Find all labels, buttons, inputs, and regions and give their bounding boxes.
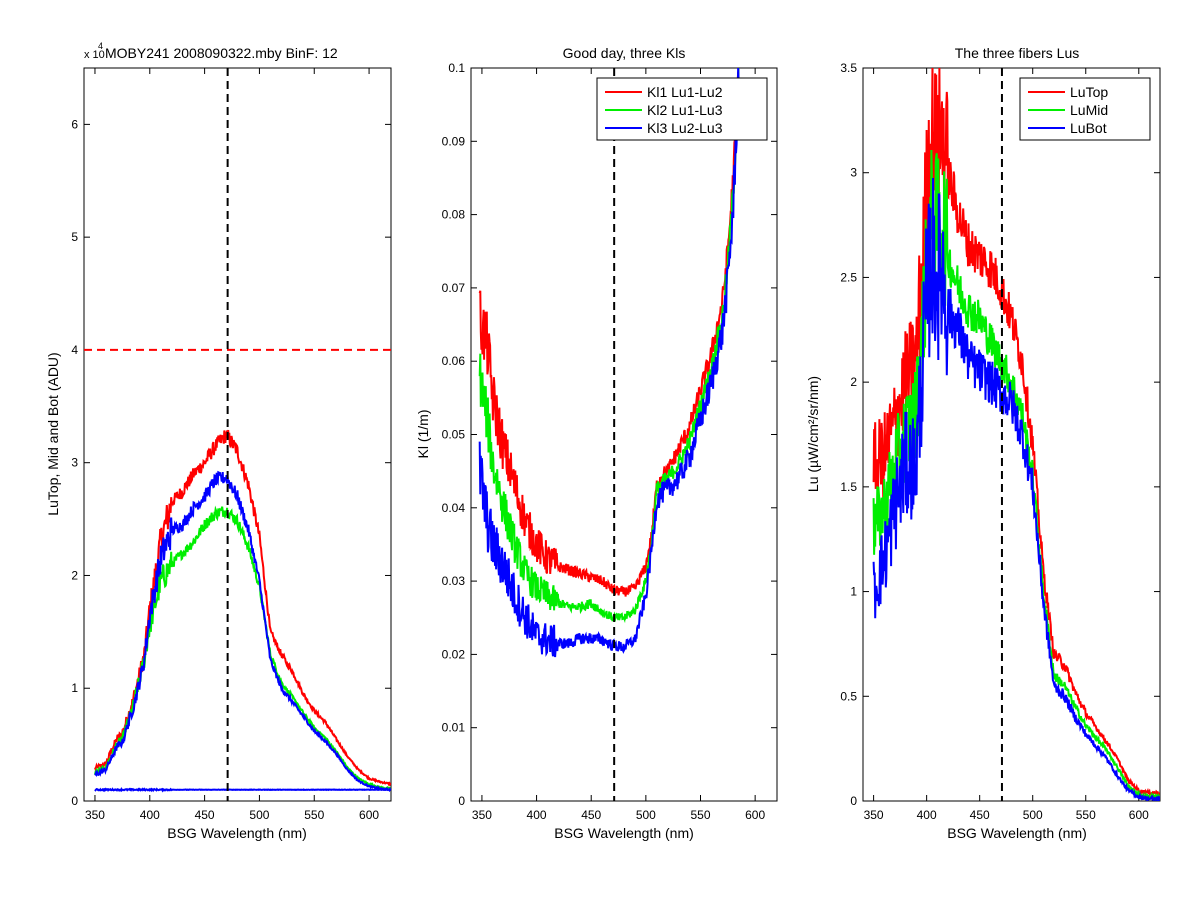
x-tick-label-kl: 450 (581, 808, 601, 822)
y-tick-label-kl: 0.02 (442, 647, 466, 661)
x-tick-label-kl: 500 (636, 808, 656, 822)
y-tick-label-kl: 0.09 (442, 134, 466, 148)
series-line-adu-0 (94, 429, 391, 787)
panel-lu: The three fibers Lus BSG Wavelength (nm)… (805, 45, 1087, 841)
y-tick-label-lu: 1.5 (840, 480, 857, 494)
x-tick-label-lu: 550 (1076, 808, 1096, 822)
x-tick-label-adu: 350 (85, 808, 105, 822)
panel-lu-title: The three fibers Lus (955, 45, 1080, 61)
panel-lu-xlabel: BSG Wavelength (nm) (947, 825, 1087, 841)
axes-box-lu (862, 67, 1161, 802)
x-tick-label-kl: 550 (690, 808, 710, 822)
y-tick-label-lu: 0 (850, 794, 857, 808)
series-line-adu-2 (94, 470, 391, 792)
x-tick-label-adu: 400 (140, 808, 160, 822)
panel-adu-exponent-base: x 10 (84, 49, 105, 61)
series-line-kl-2 (478, 68, 740, 658)
panel-adu: MOBY241 2008090322.mby BinF: 12 x 10 4 B… (45, 41, 338, 841)
legend-label-kl: Kl2 Lu1-Lu3 (647, 102, 723, 118)
legend-label-lu: LuBot (1070, 120, 1107, 136)
panel-kl-ylabel: Kl (1/m) (415, 410, 431, 459)
legend-label-kl: Kl1 Lu1-Lu2 (647, 84, 723, 100)
x-tick-label-lu: 500 (1023, 808, 1043, 822)
x-tick-label-lu: 400 (917, 808, 937, 822)
legend-lu: LuTop LuMid LuBot (1019, 77, 1151, 141)
y-tick-label-kl: 0.05 (442, 428, 466, 442)
y-tick-label-lu: 0.5 (840, 689, 857, 703)
panel-kl: Good day, three Kls BSG Wavelength (nm) … (415, 45, 694, 841)
x-tick-label-kl: 350 (472, 808, 492, 822)
y-tick-label-adu: 2 (71, 568, 78, 582)
y-tick-label-lu: 2 (850, 375, 857, 389)
y-tick-label-kl: 0.07 (442, 281, 466, 295)
legend-label-kl: Kl3 Lu2-Lu3 (647, 120, 723, 136)
legend-label-lu: LuMid (1070, 102, 1108, 118)
y-tick-label-kl: 0.04 (442, 501, 466, 515)
series-line-adu-3 (94, 786, 391, 793)
series-line-lu-0 (872, 68, 1160, 797)
x-tick-label-adu: 550 (304, 808, 324, 822)
y-tick-label-adu: 5 (71, 230, 78, 244)
plot-area-kl: 350 400 450 500 550 600 0 0.01 0.02 0.03 0.04 0.05 0… (442, 61, 778, 822)
x-tick-label-adu: 500 (249, 808, 269, 822)
y-tick-label-adu: 1 (71, 681, 78, 695)
y-tick-label-adu: 3 (71, 456, 78, 470)
legend-label-lu: LuTop (1070, 84, 1108, 100)
y-tick-label-kl: 0.01 (442, 721, 466, 735)
x-tick-label-lu: 450 (970, 808, 990, 822)
y-tick-label-adu: 6 (71, 117, 78, 131)
axes-box-adu (83, 67, 392, 802)
series-line-lu-2 (872, 177, 1160, 801)
y-tick-label-kl: 0.03 (442, 574, 466, 588)
panel-adu-xlabel: BSG Wavelength (nm) (167, 825, 307, 841)
y-tick-label-kl: 0.06 (442, 354, 466, 368)
x-tick-label-adu: 600 (359, 808, 379, 822)
y-tick-label-kl: 0.1 (448, 61, 465, 75)
panel-adu-exponent-power: 4 (98, 41, 103, 51)
y-tick-label-lu: 1 (850, 585, 857, 599)
y-tick-label-adu: 4 (71, 343, 78, 357)
panel-kl-xlabel: BSG Wavelength (nm) (554, 825, 694, 841)
panel-adu-title: MOBY241 2008090322.mby BinF: 12 (105, 45, 338, 61)
y-tick-label-adu: 0 (71, 794, 78, 808)
plot-area-adu: 350 400 450 500 550 600 0 1 2 3 4 5 6 (71, 67, 392, 822)
series-line-kl-0 (478, 71, 740, 597)
plot-area-lu: 350 400 450 500 550 60000.511.522.533.5LuTopL… (840, 61, 1161, 822)
x-tick-label-kl: 400 (527, 808, 547, 822)
x-tick-label-lu: 600 (1129, 808, 1149, 822)
y-tick-label-kl: 0.08 (442, 208, 466, 222)
x-tick-label-lu: 350 (864, 808, 884, 822)
y-tick-label-kl: 0 (458, 794, 465, 808)
series-line-lu-1 (872, 149, 1160, 801)
panel-lu-ylabel: Lu (µW/cm²/sr/nm) (805, 376, 821, 492)
y-tick-label-lu: 3 (850, 166, 857, 180)
x-tick-label-kl: 600 (745, 808, 765, 822)
panel-adu-ylabel: LuTop, Mid and Bot (ADU) (45, 352, 61, 515)
y-tick-label-lu: 3.5 (840, 61, 857, 75)
x-tick-label-adu: 450 (195, 808, 215, 822)
y-tick-label-lu: 2.5 (840, 270, 857, 284)
panel-kl-title: Good day, three Kls (563, 45, 686, 61)
legend-kl: Kl1 Lu1-Lu2 Kl2 Lu1-Lu3 Kl3 Lu2-Lu3 (596, 77, 768, 141)
